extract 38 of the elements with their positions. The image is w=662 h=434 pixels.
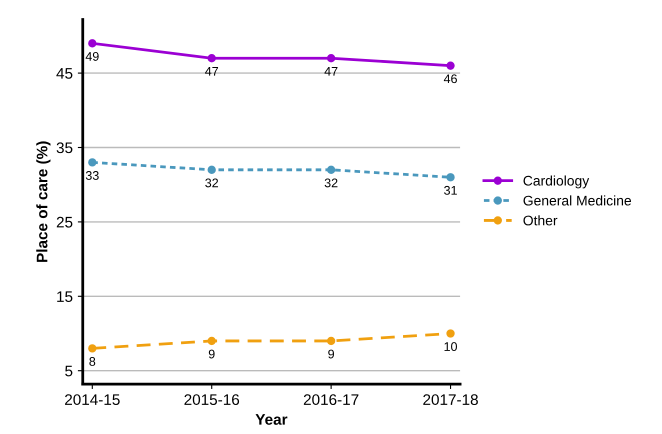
data-label: 32: [205, 178, 218, 188]
x-axis-title: Year: [256, 414, 288, 425]
data-label: 33: [86, 171, 99, 180]
data-label: 10: [444, 342, 457, 352]
data-label: 47: [324, 67, 338, 76]
point: [446, 173, 455, 182]
legend-label: Cardiology: [524, 175, 590, 188]
point: [326, 166, 336, 174]
point: [208, 166, 216, 174]
y-tick-label: 5: [65, 366, 72, 376]
data-label: 47: [205, 67, 218, 76]
data-label: 9: [208, 350, 215, 358]
data-label: 49: [86, 52, 99, 61]
data-label: 31: [444, 186, 457, 195]
y-tick-label: 45: [56, 68, 72, 79]
x-tick-label: 2015-16: [184, 394, 240, 406]
y-tick-label: 15: [57, 291, 72, 302]
data-label: 8: [89, 357, 96, 366]
point: [446, 61, 455, 70]
data-label: 46: [444, 74, 457, 84]
point: [326, 54, 336, 62]
data-label: 32: [324, 178, 338, 188]
x-tick-label: 2017-18: [423, 394, 478, 406]
y-axis-title: Place of care (%): [36, 141, 50, 262]
point: [88, 39, 96, 48]
point: [446, 329, 455, 338]
x-tick-label: 2016-17: [304, 394, 358, 406]
point: [88, 344, 96, 353]
legend-label: General Medicine: [524, 195, 632, 206]
point: [208, 54, 216, 62]
point: [208, 336, 216, 346]
legend-label: Other: [523, 215, 558, 226]
y-tick-label: 35: [56, 142, 72, 154]
point: [88, 158, 96, 167]
x-tick-label: 2014-15: [65, 394, 120, 406]
y-tick-label: 25: [56, 216, 72, 228]
point: [326, 336, 336, 346]
data-label: 9: [328, 350, 334, 358]
